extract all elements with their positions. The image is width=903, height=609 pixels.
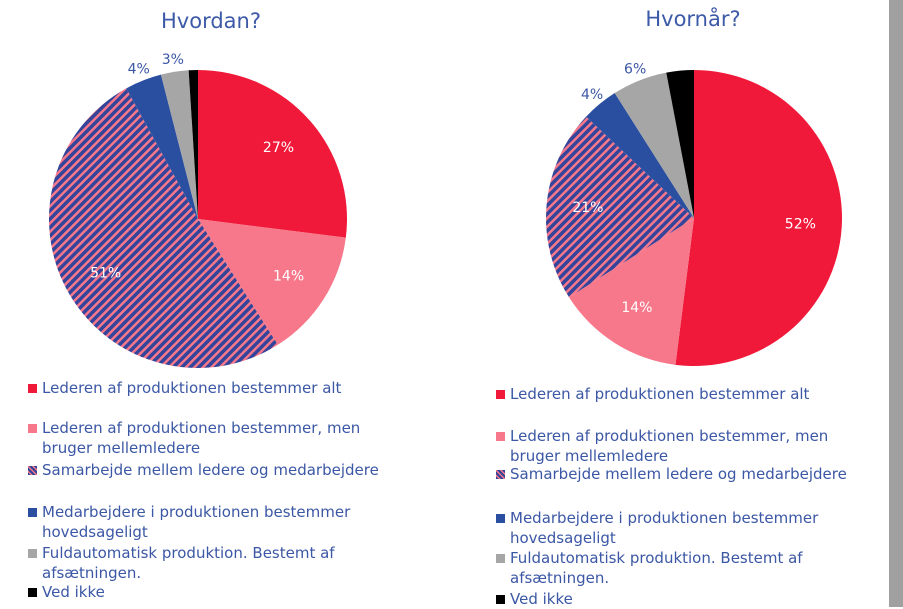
data-label: 14% [621,300,652,316]
legend-swatch [496,432,505,441]
legend-label: Medarbejdere i produktionen bestemmer ho… [42,503,351,541]
data-label: 14% [273,268,304,284]
pie-slice [675,70,843,367]
pie-slice [614,72,694,218]
data-label: 51% [90,266,121,282]
legend-label: Medarbejdere i produktionen bestemmer ho… [510,509,819,547]
legend-swatch [496,390,505,399]
pie-slice [188,70,198,219]
data-label: 4% [128,61,150,77]
pie-slice [49,88,278,368]
scrollbar [889,0,903,607]
legend-label: Lederen af produktionen bestemmer, men b… [510,427,829,465]
legend-swatch [496,595,505,604]
legend-item: Lederen af produktionen bestemmer, men b… [496,426,880,466]
legend-item: Medarbejdere i produktionen bestemmer ho… [496,508,880,548]
legend-label: Ved ikke [42,583,105,601]
legend-swatch [496,554,505,563]
legend-item: Ved ikke [28,582,412,602]
pie-slice [198,219,346,345]
legend-item: Ved ikke [496,589,880,609]
legend-swatch [28,384,37,393]
pie-slice [126,74,198,219]
legend-label: Fuldautomatisk produktion. Bestemt af af… [42,544,335,582]
data-label: 21% [572,200,603,216]
legend-swatch [28,588,37,597]
legend-item: Lederen af produktionen bestemmer alt [28,378,412,398]
chart-title: Hvornår? [645,6,740,31]
legend-swatch [496,470,505,479]
chart-title: Hvordan? [161,9,261,33]
pie-slice [160,70,198,220]
pie-slice [198,70,347,238]
legend-swatch [496,514,505,523]
legend-label: Samarbejde mellem ledere og medarbejdere [42,461,379,479]
legend-label: Lederen af produktionen bestemmer alt [42,379,342,397]
legend-item: Fuldautomatisk produktion. Bestemt af af… [496,548,880,588]
legend-item: Samarbejde mellem ledere og medarbejdere [496,464,880,484]
legend-swatch [28,466,37,475]
pie-slice [569,218,694,365]
data-label: 4% [581,87,603,103]
pie-slice [586,93,694,218]
legend-swatch [28,508,37,517]
legend-label: Lederen af produktionen bestemmer, men b… [42,419,361,457]
data-label: 6% [624,61,646,77]
legend-item: Fuldautomatisk produktion. Bestemt af af… [28,543,412,583]
legend-label: Samarbejde mellem ledere og medarbejdere [510,465,847,483]
data-label: 27% [263,140,294,156]
legend-item: Lederen af produktionen bestemmer, men b… [28,418,412,458]
legend-item: Lederen af produktionen bestemmer alt [496,384,880,404]
legend-swatch [28,424,37,433]
pie-slice [546,116,694,298]
legend-item: Medarbejdere i produktionen bestemmer ho… [28,502,412,542]
legend-item: Samarbejde mellem ledere og medarbejdere [28,460,412,480]
data-label: 3% [162,52,184,68]
legend-swatch [28,549,37,558]
legend-label: Fuldautomatisk produktion. Bestemt af af… [510,549,803,587]
data-label: 52% [785,217,816,233]
legend-label: Ved ikke [510,590,573,608]
pie-slice [666,70,694,218]
legend-label: Lederen af produktionen bestemmer alt [510,385,810,403]
